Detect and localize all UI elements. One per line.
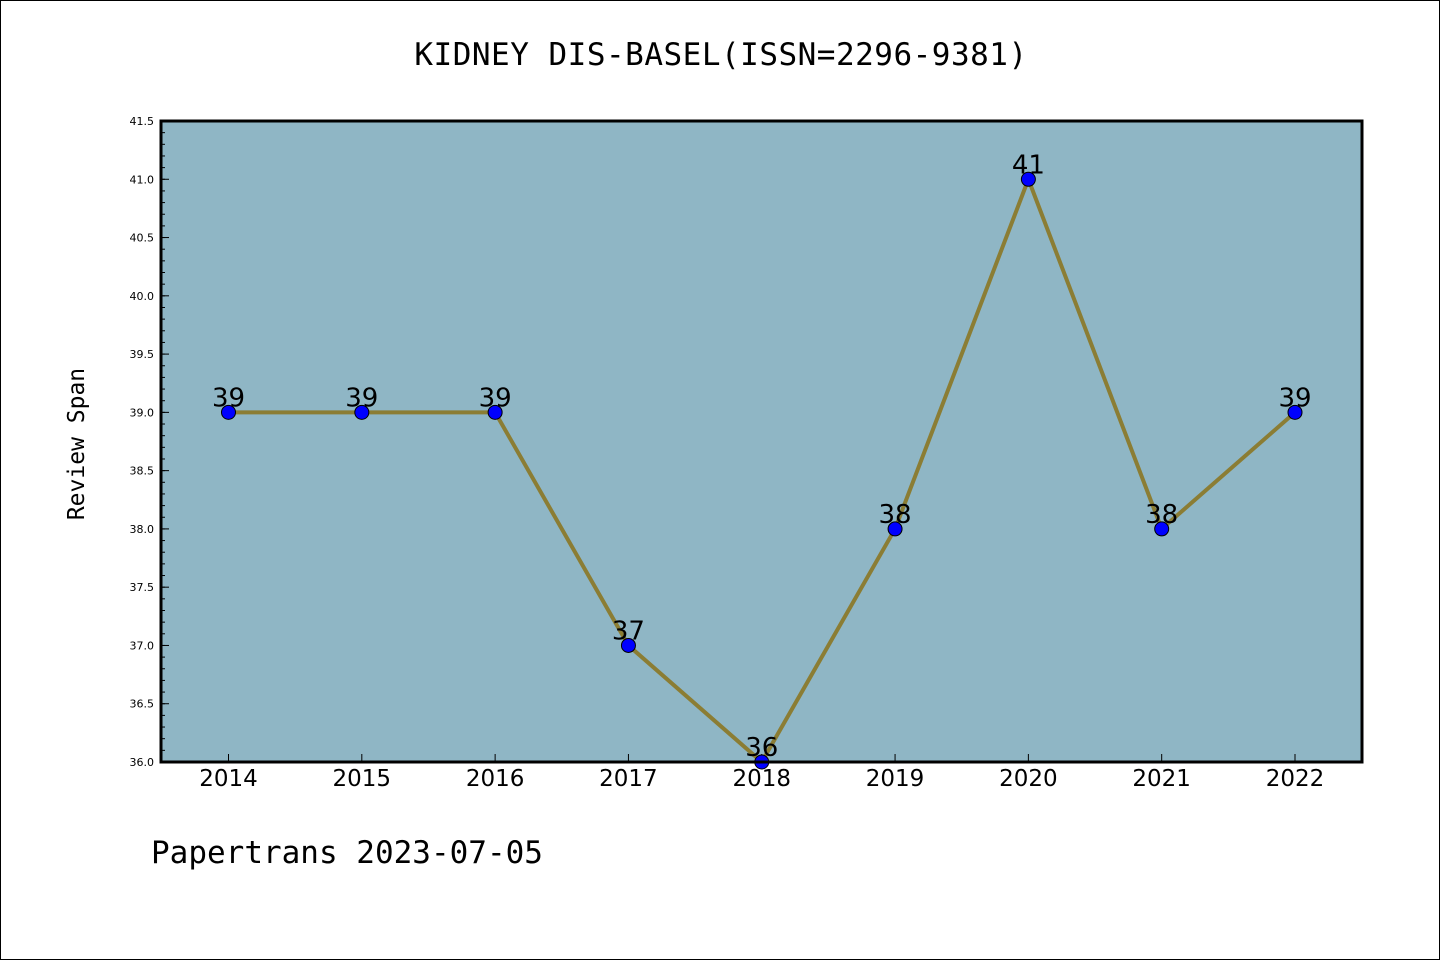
data-point (887, 521, 903, 537)
data-point (1020, 171, 1036, 187)
data-point (354, 404, 370, 420)
chart-title: KIDNEY DIS-BASEL(ISSN=2296-9381) (414, 37, 1028, 73)
x-tick-label: 2014 (199, 766, 258, 792)
data-label: 38 (879, 500, 912, 530)
y-tick-label: 38.0 (130, 523, 155, 536)
data-point (1287, 404, 1303, 420)
x-tick-label: 2019 (866, 766, 925, 792)
footer-note: Papertrans 2023-07-05 (151, 835, 543, 871)
x-tick-label: 2016 (466, 766, 525, 792)
x-tick-label: 2015 (333, 766, 392, 792)
y-tick-label: 37.5 (130, 581, 155, 594)
y-tick-label: 41.5 (130, 115, 155, 128)
data-point (620, 637, 636, 653)
y-tick-label: 41.0 (130, 173, 155, 186)
y-tick-label: 38.5 (130, 465, 155, 478)
y-tick-label: 37.0 (130, 639, 155, 652)
y-tick-label: 36.5 (130, 698, 155, 711)
plot-area (161, 121, 1362, 762)
data-label: 37 (612, 616, 645, 646)
y-tick-label: 40.5 (130, 232, 155, 245)
x-tick-label: 2018 (732, 766, 791, 792)
y-tick-label: 40.0 (130, 290, 155, 303)
data-label: 39 (1278, 383, 1311, 413)
x-tick-label: 2022 (1266, 766, 1325, 792)
y-tick-label: 36.0 (130, 756, 155, 769)
data-point (221, 404, 236, 420)
data-label: 36 (745, 733, 778, 763)
data-point (1154, 521, 1170, 537)
y-tick-label: 39.5 (130, 348, 155, 361)
x-tick-label: 2021 (1132, 766, 1191, 792)
data-label: 41 (1012, 150, 1045, 180)
data-label: 39 (212, 383, 245, 413)
data-label: 39 (345, 383, 378, 413)
data-point (487, 404, 503, 420)
data-label: 38 (1145, 500, 1178, 530)
data-label: 39 (479, 383, 512, 413)
plot-frame (159, 119, 1364, 764)
y-tick-label: 39.0 (130, 406, 155, 419)
x-tick-label: 2017 (599, 766, 658, 792)
x-tick-label: 2020 (999, 766, 1058, 792)
